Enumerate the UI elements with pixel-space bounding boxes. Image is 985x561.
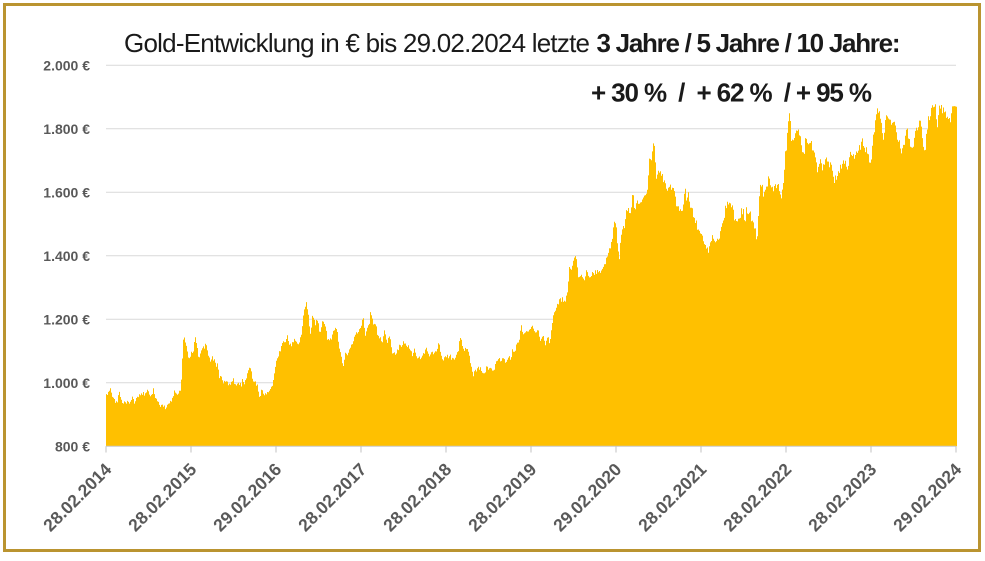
svg-text:Gold-Entwicklung in € bis 29.0: Gold-Entwicklung in € bis 29.02.2024 let… <box>124 28 590 58</box>
svg-text:1.600 €: 1.600 € <box>43 185 90 201</box>
svg-text:3 Jahre / 5 Jahre / 10 Jahre:: 3 Jahre / 5 Jahre / 10 Jahre: <box>597 28 901 58</box>
svg-text:1.000 €: 1.000 € <box>43 375 90 391</box>
svg-text:1.800 €: 1.800 € <box>43 121 90 137</box>
svg-text:1.400 €: 1.400 € <box>43 248 90 264</box>
svg-text:1.200 €: 1.200 € <box>43 312 90 328</box>
svg-text:+ 30 % / + 62 % / + 95 %: + 30 % / + 62 % / + 95 % <box>591 78 872 108</box>
svg-text:800 €: 800 € <box>55 439 90 455</box>
svg-text:2.000 €: 2.000 € <box>43 58 90 74</box>
